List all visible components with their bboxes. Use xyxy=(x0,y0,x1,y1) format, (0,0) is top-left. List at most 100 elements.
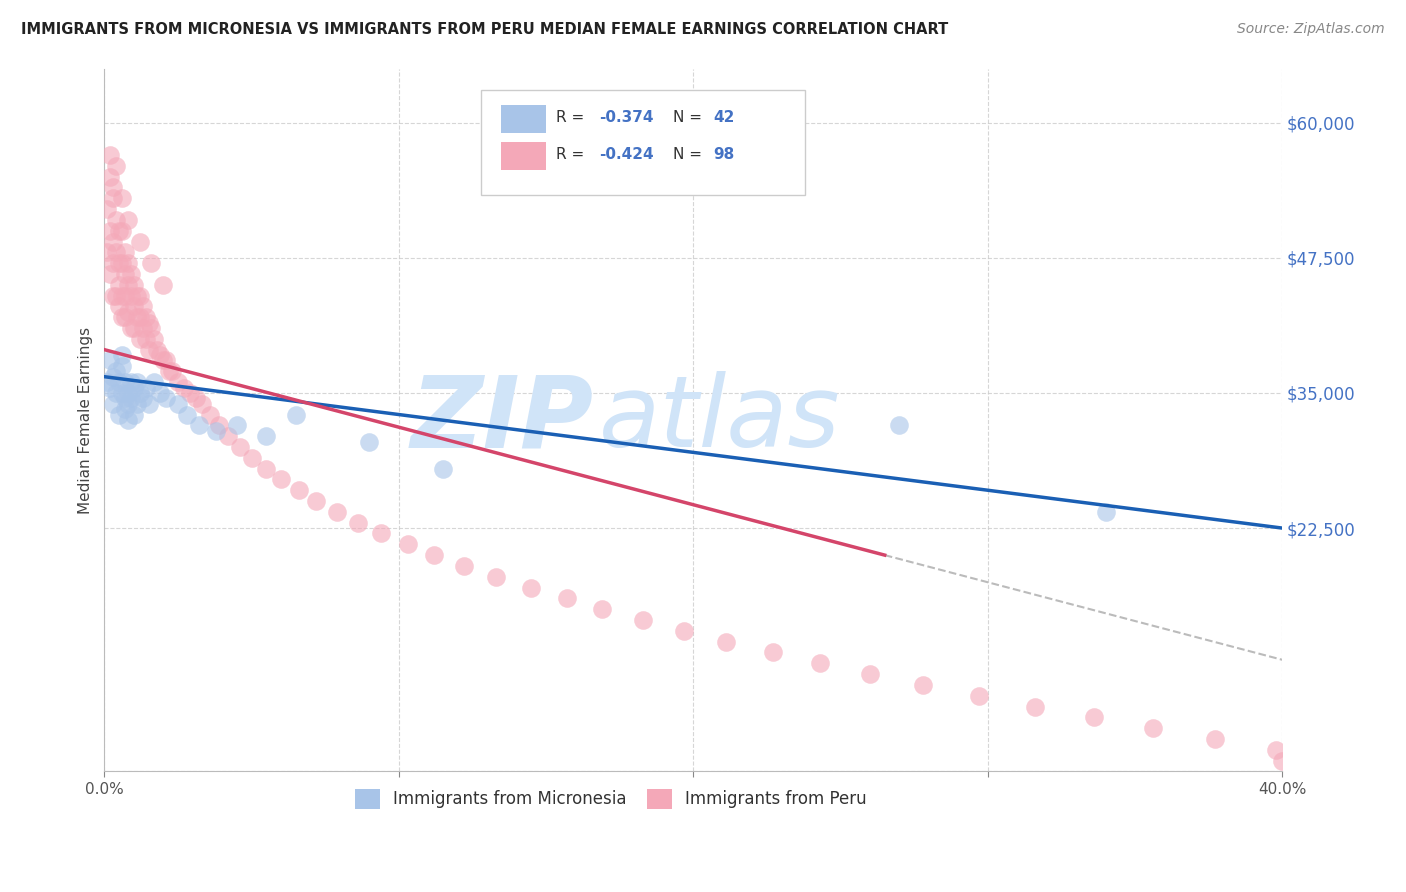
Point xyxy=(138,397,160,411)
Point xyxy=(152,277,174,292)
Point xyxy=(200,408,222,422)
Point xyxy=(98,148,121,162)
Point xyxy=(108,224,131,238)
Point xyxy=(1142,721,1164,735)
Point xyxy=(96,375,118,389)
Point xyxy=(114,245,136,260)
Point xyxy=(111,256,134,270)
Point xyxy=(555,591,578,606)
Text: -0.374: -0.374 xyxy=(599,111,654,125)
Y-axis label: Median Female Earnings: Median Female Earnings xyxy=(79,326,93,514)
Point xyxy=(138,316,160,330)
Text: R =: R = xyxy=(555,147,589,161)
Point xyxy=(229,440,252,454)
Point xyxy=(105,213,128,227)
Text: atlas: atlas xyxy=(599,371,841,468)
Point xyxy=(326,505,349,519)
Text: ZIP: ZIP xyxy=(411,371,593,468)
Point xyxy=(103,369,125,384)
Text: N =: N = xyxy=(673,147,707,161)
Point xyxy=(762,645,785,659)
Point xyxy=(125,310,148,325)
Point xyxy=(122,380,145,394)
Point xyxy=(131,300,153,314)
Point xyxy=(114,310,136,325)
Point xyxy=(155,392,177,406)
Point xyxy=(105,385,128,400)
Point xyxy=(108,256,131,270)
Point xyxy=(146,343,169,357)
Point xyxy=(432,461,454,475)
Point xyxy=(157,364,180,378)
Point xyxy=(143,332,166,346)
Point xyxy=(179,385,201,400)
Point xyxy=(103,191,125,205)
FancyBboxPatch shape xyxy=(481,89,806,195)
Point xyxy=(122,300,145,314)
Point xyxy=(120,375,142,389)
Point xyxy=(270,472,292,486)
Point xyxy=(114,392,136,406)
Point xyxy=(485,570,508,584)
Point xyxy=(359,434,381,449)
Point xyxy=(117,277,139,292)
Point xyxy=(155,353,177,368)
Point xyxy=(287,483,309,498)
FancyBboxPatch shape xyxy=(502,143,546,170)
Point xyxy=(117,305,139,319)
Text: R =: R = xyxy=(555,111,589,125)
Point xyxy=(167,397,190,411)
Point xyxy=(114,375,136,389)
Point xyxy=(135,310,157,325)
Point xyxy=(128,310,150,325)
Point xyxy=(128,385,150,400)
Point xyxy=(125,288,148,302)
Point xyxy=(1094,505,1116,519)
Point xyxy=(131,321,153,335)
Point xyxy=(714,634,737,648)
Point xyxy=(117,213,139,227)
Point xyxy=(167,375,190,389)
Text: -0.424: -0.424 xyxy=(599,147,654,161)
Point xyxy=(125,375,148,389)
Point xyxy=(117,397,139,411)
Point xyxy=(141,321,163,335)
Point xyxy=(120,321,142,335)
Point xyxy=(103,288,125,302)
Text: IMMIGRANTS FROM MICRONESIA VS IMMIGRANTS FROM PERU MEDIAN FEMALE EARNINGS CORREL: IMMIGRANTS FROM MICRONESIA VS IMMIGRANTS… xyxy=(21,22,948,37)
Point xyxy=(673,624,696,638)
Point xyxy=(135,332,157,346)
Legend: Immigrants from Micronesia, Immigrants from Peru: Immigrants from Micronesia, Immigrants f… xyxy=(349,782,873,816)
Text: 98: 98 xyxy=(713,147,734,161)
Point xyxy=(103,256,125,270)
Point xyxy=(240,450,263,465)
Point xyxy=(96,202,118,216)
Point xyxy=(152,353,174,368)
Point xyxy=(149,385,172,400)
Point xyxy=(105,245,128,260)
Point xyxy=(1271,754,1294,768)
Point xyxy=(96,245,118,260)
Point xyxy=(591,602,613,616)
Point xyxy=(122,408,145,422)
Point xyxy=(111,310,134,325)
Point xyxy=(111,348,134,362)
Point xyxy=(859,667,882,681)
Point xyxy=(173,380,195,394)
Point xyxy=(346,516,368,530)
Point xyxy=(117,256,139,270)
Point xyxy=(208,418,231,433)
Point xyxy=(117,385,139,400)
Point xyxy=(122,277,145,292)
Point xyxy=(111,191,134,205)
Point xyxy=(98,267,121,281)
Point xyxy=(111,385,134,400)
Text: 42: 42 xyxy=(713,111,735,125)
Point xyxy=(176,408,198,422)
Point xyxy=(98,224,121,238)
Text: Source: ZipAtlas.com: Source: ZipAtlas.com xyxy=(1237,22,1385,37)
Point xyxy=(122,321,145,335)
Point xyxy=(108,408,131,422)
Point xyxy=(111,288,134,302)
Point xyxy=(1204,731,1226,746)
